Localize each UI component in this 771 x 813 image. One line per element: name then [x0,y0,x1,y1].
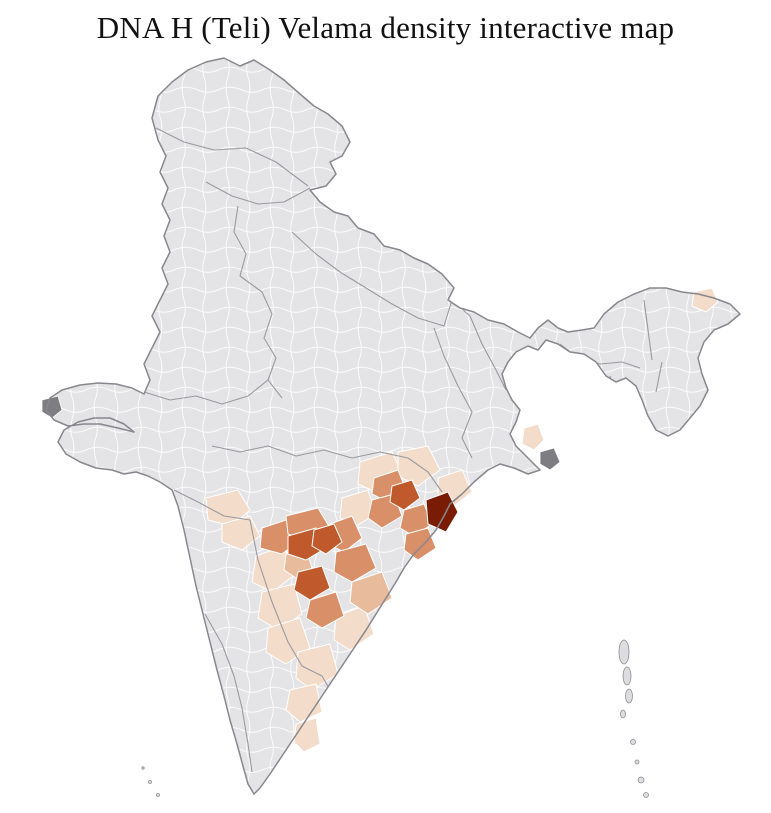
district-no-data[interactable] [41,395,63,419]
india-choropleth-map[interactable] [0,52,771,813]
state-border-line [204,613,253,773]
state-border-line [143,379,269,405]
district-low[interactable] [349,571,393,615]
district-very-low[interactable] [293,717,321,753]
district-very-low[interactable] [295,643,339,691]
map-container[interactable] [0,52,771,813]
district-very-high[interactable] [425,491,459,533]
state-borders [143,127,663,773]
island [622,666,632,686]
island [643,792,649,798]
district-medium[interactable] [305,591,345,629]
district-very-low[interactable] [285,683,323,723]
state-border-line [643,299,653,361]
state-border-line [451,299,507,391]
state-border-line [173,489,251,521]
state-border-line [233,205,247,277]
island [618,639,630,665]
state-border-line [433,327,473,459]
island [156,793,160,797]
district-no-data[interactable] [539,447,561,471]
districts-no-data [41,395,561,471]
page-title: DNA H (Teli) Velama density interactive … [96,10,675,45]
island [630,739,636,745]
district-high[interactable] [293,565,331,601]
state-border-line [291,231,453,327]
state-border-line [407,457,443,493]
island [625,688,633,704]
lakshadweep-islands [141,766,160,797]
district-high[interactable] [311,523,343,555]
state-border-line [249,519,303,667]
island [620,709,626,719]
district-medium[interactable] [403,527,437,561]
andaman-nicobar-islands [618,639,649,798]
island [637,776,645,784]
state-border-line [205,181,311,205]
state-border-line [155,127,309,187]
district-very-low[interactable] [521,423,545,451]
districts-high [287,479,421,601]
island [148,780,152,784]
state-border-line [211,445,409,459]
island [634,759,640,765]
district-very-low[interactable] [205,489,251,527]
state-border-line [655,361,663,393]
state-border-line [301,665,331,691]
district-medium[interactable] [333,543,377,583]
district-high[interactable] [389,479,421,511]
island [141,766,145,770]
district-grid-overlay [46,58,740,794]
